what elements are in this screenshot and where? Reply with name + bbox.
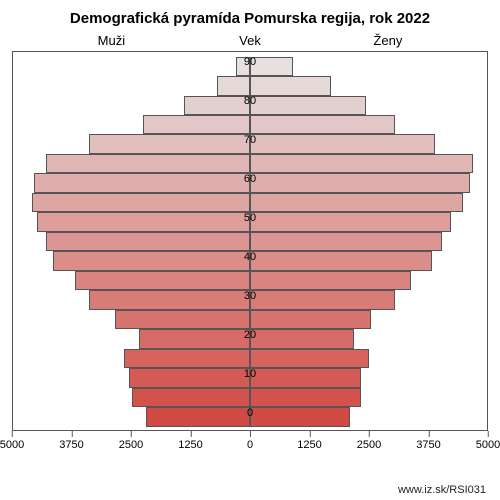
x-tick: 1250 — [178, 439, 202, 451]
plot-area: 0 10 20 30 40 50 60 70 80 90 — [12, 51, 488, 431]
female-bar — [250, 134, 435, 153]
pyramid-row — [13, 153, 487, 172]
pyramid-row: 50 — [13, 212, 487, 231]
male-bar — [53, 251, 250, 270]
pyramid-row: 70 — [13, 134, 487, 153]
pyramid-row — [13, 192, 487, 211]
male-bar — [46, 154, 250, 173]
female-bar — [250, 271, 411, 290]
female-bar — [250, 388, 361, 407]
female-bar — [250, 212, 451, 231]
pyramid-row: 60 — [13, 173, 487, 192]
male-bar — [46, 232, 250, 251]
pyramid-row — [13, 309, 487, 328]
female-bar — [250, 173, 470, 192]
male-bar — [146, 407, 250, 426]
male-bar — [139, 329, 250, 348]
pyramid-row — [13, 270, 487, 289]
female-bar — [250, 310, 371, 329]
x-axis: 500037502500125001250250037505000 — [12, 433, 488, 459]
pyramid-row — [13, 387, 487, 406]
male-bar — [32, 193, 250, 212]
male-bar — [34, 173, 250, 192]
chart-title: Demografická pyramída Pomurska regija, r… — [12, 10, 488, 27]
pyramid-row: 0 — [13, 407, 487, 426]
label-female: Ženy — [373, 33, 402, 48]
male-bar — [89, 290, 250, 309]
pyramid-row: 80 — [13, 95, 487, 114]
male-bar — [236, 57, 250, 76]
pyramid-row — [13, 76, 487, 95]
label-age: Vek — [239, 33, 261, 48]
female-bar — [250, 349, 369, 368]
x-tick: 2500 — [119, 439, 143, 451]
female-bar — [250, 76, 331, 95]
female-bar — [250, 96, 366, 115]
female-bar — [250, 115, 395, 134]
x-tick: 2500 — [357, 439, 381, 451]
female-bar — [250, 57, 293, 76]
pyramid-row — [13, 348, 487, 367]
header-labels: Muži Vek Ženy — [12, 33, 488, 51]
male-bar — [124, 349, 250, 368]
female-bar — [250, 329, 354, 348]
male-bar — [89, 134, 250, 153]
chart-container: Demografická pyramída Pomurska regija, r… — [0, 0, 500, 500]
male-bar — [132, 388, 251, 407]
female-bar — [250, 154, 473, 173]
male-bar — [75, 271, 250, 290]
pyramid-row: 90 — [13, 56, 487, 75]
x-tick: 5000 — [0, 439, 24, 451]
label-male: Muži — [98, 33, 125, 48]
male-bar — [37, 212, 250, 231]
female-bar — [250, 193, 463, 212]
male-bar — [184, 96, 250, 115]
female-bar — [250, 251, 432, 270]
female-bar — [250, 368, 361, 387]
female-bar — [250, 232, 442, 251]
x-tick: 5000 — [476, 439, 500, 451]
x-tick: 3750 — [416, 439, 440, 451]
female-bar — [250, 407, 350, 426]
pyramid-row — [13, 115, 487, 134]
male-bar — [115, 310, 250, 329]
bar-rows: 0 10 20 30 40 50 60 70 80 90 — [13, 56, 487, 426]
male-bar — [143, 115, 250, 134]
pyramid-row — [13, 231, 487, 250]
x-tick: 3750 — [59, 439, 83, 451]
x-tick: 1250 — [297, 439, 321, 451]
x-tick: 0 — [247, 439, 253, 451]
pyramid-row: 20 — [13, 329, 487, 348]
male-bar — [129, 368, 250, 387]
pyramid-row: 30 — [13, 290, 487, 309]
pyramid-row: 10 — [13, 368, 487, 387]
footer-link: www.iz.sk/RSI031 — [398, 484, 486, 496]
female-bar — [250, 290, 395, 309]
male-bar — [217, 76, 250, 95]
pyramid-row: 40 — [13, 251, 487, 270]
